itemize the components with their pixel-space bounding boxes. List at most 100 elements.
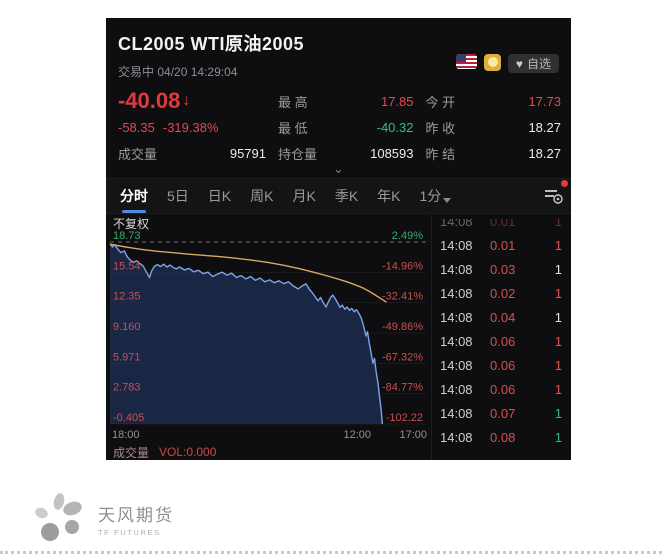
percent-tick-label: -32.41%: [382, 291, 423, 303]
quote-col-right: 今 开 17.73 昨 收 18.27 昨 结 18.27: [426, 88, 562, 166]
tab-1分[interactable]: 1分: [420, 179, 452, 213]
open-value: 17.73: [528, 93, 561, 109]
trade-price: 0.06: [490, 357, 516, 373]
trade-row: 14:08 0.06 1: [432, 329, 571, 353]
settle-label: 昨 结: [425, 146, 456, 162]
price-tick-label: 5.971: [113, 351, 141, 363]
trade-time: 14:08: [440, 285, 473, 301]
trade-row: 14:08 0.02 1: [432, 281, 571, 305]
trade-qty: 1: [554, 261, 562, 277]
intraday-chart[interactable]: 不复权 18.73 2.49% 15.54 -14.96% 12.35 -32.41% 9.…: [106, 215, 431, 460]
time-tick-label: 17:00: [399, 429, 427, 441]
low-label: 最 低: [278, 120, 308, 136]
trade-price: 0.08: [490, 429, 516, 445]
price-tick-label: 15.54: [113, 260, 141, 272]
trade-price: 0.01: [490, 237, 516, 253]
trade-row: 14:08 0.01 1: [432, 219, 571, 233]
trade-time: 14:08: [440, 309, 473, 325]
page-divider: [0, 551, 662, 554]
change-value: -58.35: [118, 119, 155, 135]
trading-status-time: 交易中 04/20 14:29:04: [118, 63, 304, 80]
dropdown-triangle-icon: [443, 197, 452, 203]
trade-time: 14:08: [440, 357, 473, 373]
tick-trade-list[interactable]: 14:08 0.01 1 14:08 0.01 1 14:08 0.03 1 14:08 0.02 1…: [431, 215, 571, 460]
trade-qty: 1: [554, 357, 562, 373]
tab-月K[interactable]: 月K: [292, 188, 316, 204]
open-interest-value: 108593: [370, 145, 414, 161]
quote-col-mid: 最 高 17.85 最 低 -40.32 持仓量 108593: [278, 88, 414, 166]
trading-status: 交易中: [118, 65, 155, 79]
open-label: 今 开: [425, 94, 456, 110]
trade-time: 14:08: [440, 381, 473, 397]
sun-badge-icon[interactable]: [483, 54, 501, 71]
quote-app-panel: CL2005 WTI原油2005 交易中 04/20 14:29:04 ♥ 自选…: [106, 18, 571, 460]
price-tick-label: 12.35: [113, 291, 141, 303]
broker-name-cn: 天风期货: [98, 506, 174, 525]
trade-row: 14:08 0.07 1: [432, 401, 571, 425]
tab-日K[interactable]: 日K: [207, 188, 232, 204]
trade-row: 14:08 0.04 1: [432, 305, 571, 329]
price-tick-label: -0.405: [113, 412, 144, 424]
tab-周K[interactable]: 周K: [250, 188, 274, 204]
tab-分时[interactable]: 分时: [120, 179, 148, 213]
trade-qty: 1: [554, 285, 562, 301]
price-tick-label: 2.783: [113, 382, 141, 394]
trade-qty: 1: [554, 309, 562, 325]
prev-close-value: 18.27: [528, 119, 561, 135]
percent-tick-label: -14.96%: [382, 260, 423, 272]
volume-value: 95791: [229, 145, 266, 161]
trade-row: 14:08 0.08 1: [432, 425, 571, 449]
quote-col-main: -40.08 ↓ -58.35 -319.38% 成交量 95791: [118, 88, 266, 166]
trade-price: 0.01: [490, 219, 516, 229]
last-price: -40.08 ↓: [118, 88, 191, 113]
trade-time: 14:08: [440, 333, 473, 349]
price-tick-label: 18.73: [113, 230, 141, 242]
time-tick-label: 12:00: [343, 429, 371, 441]
tab-5日[interactable]: 5日: [167, 188, 189, 204]
trade-time: 14:08: [440, 237, 473, 253]
price-chart-canvas[interactable]: 18.73 2.49% 15.54 -14.96% 12.35 -32.41% 9.160 -…: [109, 230, 426, 429]
trade-price: 0.07: [490, 405, 516, 421]
add-watchlist-button[interactable]: ♥ 自选: [507, 54, 559, 73]
trade-price: 0.06: [490, 333, 516, 349]
broker-name-en: TF FUTURES: [98, 528, 161, 537]
trade-time: 14:08: [440, 429, 473, 445]
trade-row: 14:08 0.03 1: [432, 257, 571, 281]
chart-settings-icon[interactable]: [543, 188, 563, 204]
broker-logo: 天风期货 TF FUTURES: [33, 492, 174, 545]
period-tab-bar: 分时 5日 日K 周K 月K 季K 年K 1分: [106, 178, 571, 214]
trade-qty: 1: [554, 381, 562, 397]
trade-price: 0.02: [490, 285, 516, 301]
tab-季K[interactable]: 季K: [334, 188, 359, 204]
down-arrow-icon: ↓: [182, 92, 191, 109]
volume-row: 成交量 95791: [118, 140, 266, 166]
volume-label: 成交量: [118, 146, 158, 162]
adjust-mode-label[interactable]: 不复权: [113, 217, 150, 231]
change-percent: -319.38%: [162, 119, 219, 135]
open-interest-label: 持仓量: [278, 146, 318, 162]
trade-price: 0.06: [490, 381, 516, 397]
trade-time: 14:08: [440, 219, 473, 229]
percent-tick-label: -84.77%: [382, 382, 423, 394]
trade-qty: 1: [554, 237, 562, 253]
low-value: -40.32: [376, 119, 414, 135]
trade-qty: 1: [554, 219, 562, 229]
time-axis: 18:00 12:00 17:00: [110, 429, 429, 443]
trade-row: 14:08 0.06 1: [432, 353, 571, 377]
volume-pane-label: 成交量: [113, 445, 150, 460]
contract-title: CL2005 WTI原油2005: [118, 34, 305, 54]
high-value: 17.85: [380, 93, 414, 109]
volume-pane-value: VOL:0.000: [159, 445, 217, 459]
expand-chevron-down-icon[interactable]: ⌄: [333, 161, 344, 176]
quote-summary: -40.08 ↓ -58.35 -319.38% 成交量 95791 最 高 17.…: [106, 86, 571, 166]
volume-pane-header: 成交量 VOL:0.000: [106, 443, 431, 460]
tab-年K[interactable]: 年K: [377, 188, 401, 204]
price-change: -58.35 -319.38%: [118, 114, 266, 140]
percent-tick-label: -102.22: [386, 412, 423, 424]
trade-qty: 1: [554, 429, 562, 445]
price-tick-label: 9.160: [113, 321, 141, 333]
settle-value: 18.27: [528, 145, 561, 161]
time-tick-label: 18:00: [112, 429, 140, 441]
prev-close-label: 昨 收: [425, 120, 456, 136]
percent-tick-label: 2.49%: [392, 230, 423, 242]
